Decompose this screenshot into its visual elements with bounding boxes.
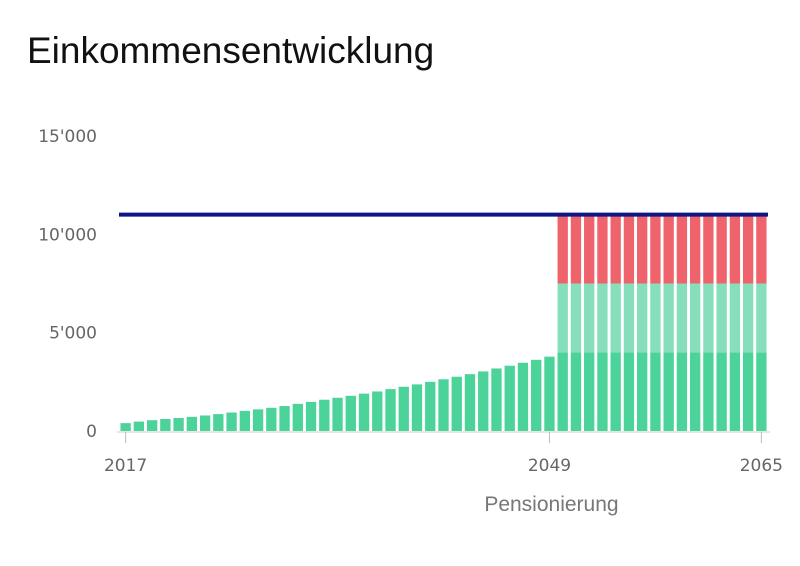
bar-segment — [199, 415, 211, 431]
bar-segment — [305, 401, 317, 431]
bar-segment — [279, 406, 290, 431]
bar-segment — [504, 365, 515, 431]
bar-segment — [358, 393, 370, 431]
bar-segment — [517, 362, 529, 431]
bar-segment — [610, 352, 621, 431]
bar-segment — [742, 283, 754, 353]
bar-segment — [531, 359, 542, 431]
bar-segment — [464, 374, 476, 431]
bar-segment — [742, 352, 754, 431]
bar-segment — [689, 214, 701, 284]
bar-segment — [292, 403, 303, 431]
bar-segment — [623, 214, 635, 284]
bar-segment — [716, 283, 727, 353]
bar-segment — [213, 414, 224, 431]
bar-segment — [570, 283, 582, 353]
bar-segment — [411, 384, 423, 431]
bar-segment — [146, 420, 158, 431]
bar-segment — [597, 214, 608, 284]
bar-segment — [742, 214, 754, 284]
bar-segment — [239, 410, 250, 431]
bar-segment — [729, 352, 741, 431]
bar-segment — [160, 419, 171, 431]
bar-segment — [729, 283, 741, 353]
bar-segment — [637, 352, 648, 431]
bar-segment — [610, 214, 621, 284]
bar-segment — [557, 283, 568, 353]
bar-segment — [756, 214, 767, 284]
bar-segment — [186, 416, 198, 431]
bar-segment — [345, 395, 356, 431]
retirement-annotation: Pensionierung — [484, 493, 618, 516]
bar-segment — [637, 214, 648, 284]
bar-segment — [663, 214, 674, 284]
bar-segment — [491, 368, 502, 431]
x-tick-label: 2049 — [528, 456, 571, 476]
bar-segment — [703, 352, 714, 431]
bar-segment — [716, 352, 727, 431]
bar-segment — [623, 283, 635, 353]
bar-segment — [676, 352, 688, 431]
bar-segment — [557, 214, 568, 284]
bar-segment — [584, 352, 595, 431]
bar-segment — [650, 352, 661, 431]
bar-segment — [597, 283, 608, 353]
bar-segment — [597, 352, 608, 431]
bar-segment — [689, 352, 701, 431]
bar-segment — [637, 283, 648, 353]
bar-segment — [663, 283, 674, 353]
y-tick-label: 0 — [86, 422, 97, 442]
bar-segment — [756, 283, 767, 353]
bar-segment — [610, 283, 621, 353]
y-tick-label: 15'000 — [38, 127, 97, 147]
bar-segment — [756, 352, 767, 431]
bar-segment — [252, 409, 264, 431]
bar-segment — [478, 371, 489, 431]
x-tick-label: 2065 — [740, 456, 783, 476]
y-tick-label: 10'000 — [38, 225, 97, 245]
bar-segment — [623, 352, 635, 431]
bar-segment — [385, 389, 396, 431]
bar-segment — [425, 381, 436, 431]
bar-segment — [650, 283, 661, 353]
bar-segment — [650, 214, 661, 284]
bar-segment — [372, 391, 383, 431]
bar-segment — [676, 283, 688, 353]
bar-segment — [226, 412, 237, 431]
bar-segment — [729, 214, 741, 284]
bar-segment — [570, 214, 582, 284]
bar-segment — [319, 399, 330, 431]
bar-segment — [676, 214, 688, 284]
bar-segment — [133, 421, 145, 431]
y-tick-label: 5'000 — [49, 324, 97, 344]
bar-segment — [451, 376, 462, 431]
bar-segment — [332, 397, 343, 431]
bar-segment — [689, 283, 701, 353]
bar-segment — [398, 386, 409, 431]
bar-segment — [438, 379, 449, 431]
bar-segment — [703, 283, 714, 353]
bar-segment — [173, 418, 184, 431]
bar-segment — [544, 356, 555, 431]
bar-segment — [663, 352, 674, 431]
x-tick-label: 2017 — [104, 456, 147, 476]
bar-segment — [703, 214, 714, 284]
bar-segment — [120, 423, 131, 431]
bar-segment — [266, 407, 277, 431]
bar-segment — [584, 283, 595, 353]
bar-segment — [570, 352, 582, 431]
chart-title: Einkommensentwicklung — [27, 30, 435, 71]
bar-segment — [584, 214, 595, 284]
bar-segment — [716, 214, 727, 284]
bar-segment — [557, 352, 568, 431]
